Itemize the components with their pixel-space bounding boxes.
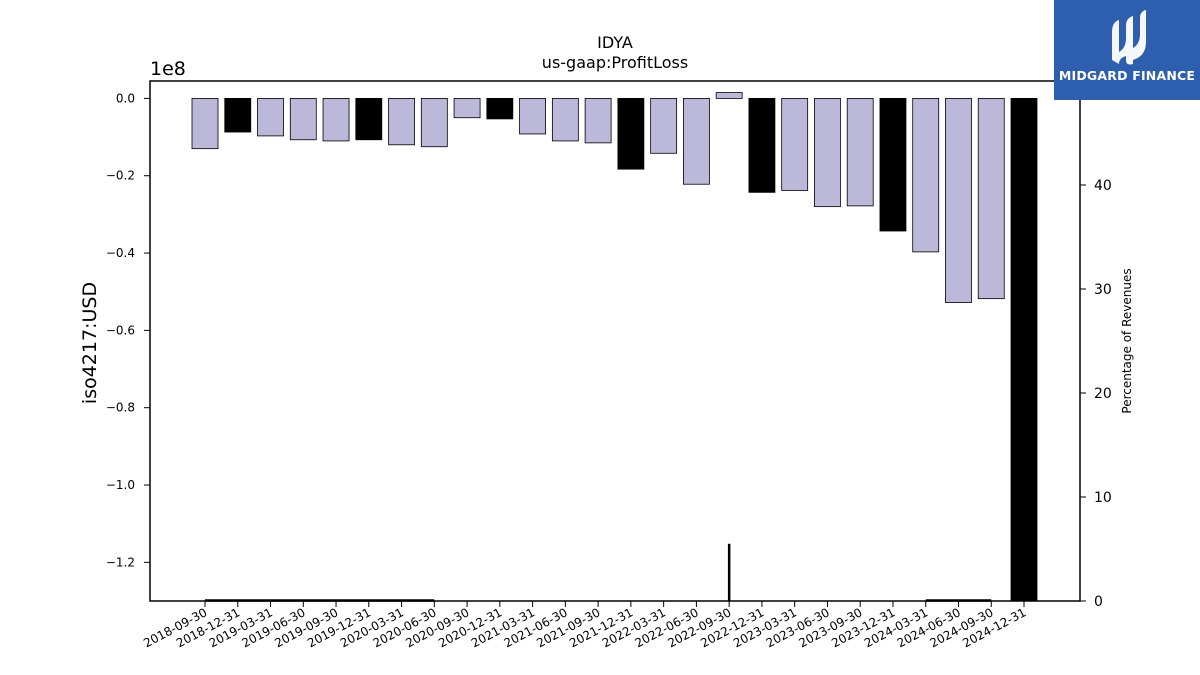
y-tick-label: −0.4 <box>106 246 135 260</box>
bar <box>650 97 678 154</box>
y2-axis: 0 10 20 30 40 <box>1080 178 1112 610</box>
bar <box>420 97 448 148</box>
bar <box>617 97 645 170</box>
bar <box>355 97 383 141</box>
chart-subtitle: us-gaap:ProfitLoss <box>542 53 688 72</box>
y-tick-label: −1.0 <box>106 478 135 492</box>
y-tick-label: −0.8 <box>106 401 135 415</box>
bar <box>486 97 514 120</box>
y2-tick-label: 0 <box>1094 594 1103 610</box>
bar <box>322 97 350 142</box>
y2-axis-label: Percentage of Revenues <box>1120 268 1134 413</box>
y-tick-label: −1.2 <box>106 555 135 569</box>
y-axis-label: iso4217:USD <box>79 282 101 404</box>
bar <box>388 97 415 146</box>
y2-tick-label: 30 <box>1094 282 1112 298</box>
bar <box>551 97 579 142</box>
y-offset-label: 1e8 <box>150 58 186 80</box>
bar <box>519 97 546 135</box>
bar <box>814 97 841 208</box>
bar <box>879 97 907 232</box>
bar <box>781 97 809 191</box>
y2-tick-label: 40 <box>1094 178 1112 194</box>
bar <box>945 97 972 303</box>
bar <box>584 97 612 144</box>
bar <box>191 97 219 150</box>
y-tick-label: −0.6 <box>106 323 135 337</box>
bar <box>748 97 776 193</box>
chart-title: IDYA <box>597 33 633 52</box>
y-axis: 0.0 −0.2 −0.4 −0.6 −0.8 −1.0 −1.2 <box>106 91 150 569</box>
bar <box>453 97 481 119</box>
plot-frame <box>149 80 1081 602</box>
brand-logo: MIDGARD FINANCE <box>1054 0 1200 100</box>
y-tick-label: −0.2 <box>106 169 135 183</box>
percentage-line-layer <box>205 543 992 602</box>
bar <box>683 97 710 185</box>
bar <box>257 97 284 137</box>
brand-name: MIDGARD FINANCE <box>1058 68 1196 83</box>
bar <box>289 97 317 141</box>
bar <box>846 97 874 207</box>
y-tick-label: 0.0 <box>116 91 135 105</box>
bar <box>224 97 252 133</box>
bars-layer <box>191 92 1038 602</box>
y2-tick-label: 20 <box>1094 386 1112 402</box>
midgard-logo-icon <box>1112 10 1146 65</box>
bar <box>912 97 940 253</box>
bar <box>977 97 1005 300</box>
bar <box>1010 97 1038 602</box>
x-axis: 2018-09-302018-12-312019-03-312019-06-30… <box>141 601 1028 650</box>
bar <box>715 92 743 99</box>
y2-tick-label: 10 <box>1094 490 1112 506</box>
